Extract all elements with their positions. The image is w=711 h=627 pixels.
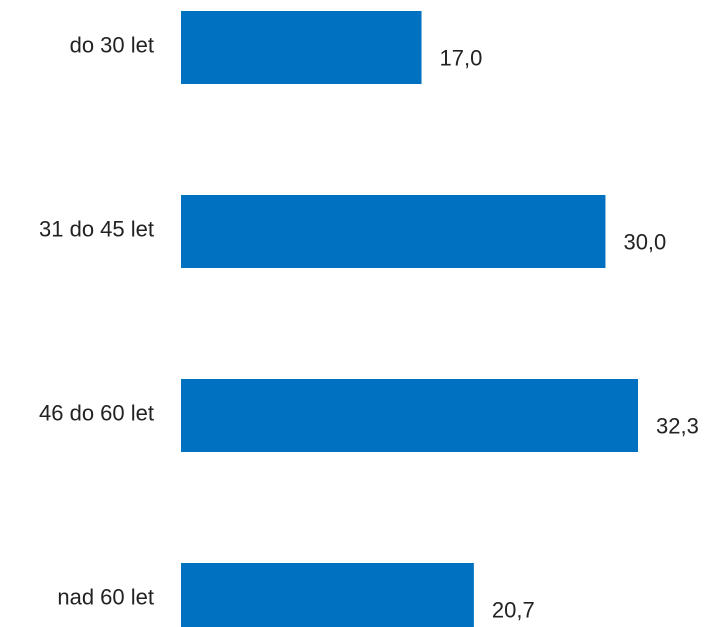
category-label: nad 60 let: [57, 584, 154, 609]
value-label: 32,3: [656, 413, 699, 438]
category-label: 31 do 45 let: [39, 216, 154, 241]
bars-group: [181, 11, 638, 627]
category-label: 46 do 60 let: [39, 400, 154, 425]
value-label: 20,7: [492, 597, 535, 622]
bar-2: [181, 379, 638, 452]
bar-1: [181, 195, 606, 268]
value-label: 17,0: [440, 45, 483, 70]
bar-0: [181, 11, 422, 84]
bar-3: [181, 563, 474, 627]
category-label: do 30 let: [70, 32, 154, 57]
category-labels-group: do 30 let 31 do 45 let 46 do 60 let nad 60 …: [39, 32, 154, 609]
value-labels-group: 17,0 30,0 32,3 20,7: [440, 45, 699, 622]
value-label: 30,0: [623, 229, 666, 254]
